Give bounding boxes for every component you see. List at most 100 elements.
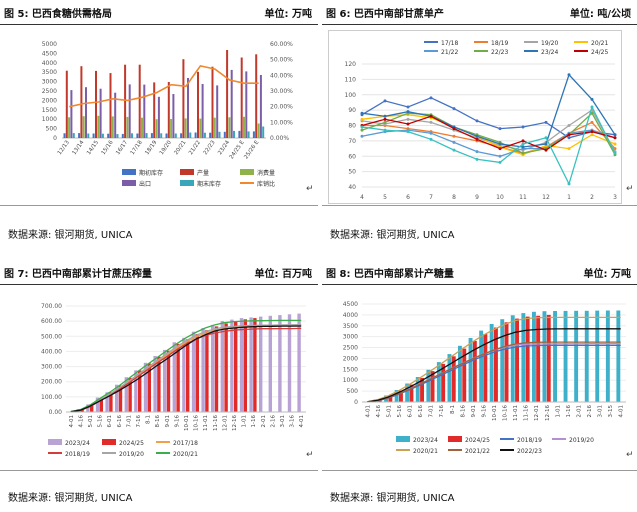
legend-label: 22/23 xyxy=(491,49,508,56)
bar xyxy=(78,133,81,138)
x-tick-label: 3-15 xyxy=(608,405,614,418)
chart-source: 数据来源: 银河期货, UNICA xyxy=(8,230,133,241)
legend-swatch xyxy=(48,439,62,445)
y-tick-label: 100.00 xyxy=(41,394,62,401)
bar xyxy=(441,363,446,402)
legend-label: 产量 xyxy=(197,169,209,177)
bar xyxy=(138,64,141,138)
data-point xyxy=(360,125,364,129)
bar xyxy=(525,316,530,402)
bar xyxy=(462,348,467,402)
x-tick-label: 9-01 xyxy=(471,405,477,417)
bar xyxy=(145,133,148,138)
y-tick-label: 4500 xyxy=(42,50,57,57)
series-line xyxy=(367,328,621,403)
header-rule xyxy=(322,284,637,285)
data-point xyxy=(521,125,525,129)
data-point xyxy=(360,128,364,132)
bar xyxy=(167,82,170,138)
y2-tick-label: 20.00% xyxy=(270,104,293,111)
series-line xyxy=(70,325,302,413)
series-line xyxy=(70,319,302,413)
panel-header: 图 5: 巴西食糖供需格局 单位: 万吨 xyxy=(0,0,318,24)
bar xyxy=(436,362,441,402)
bar xyxy=(160,133,163,138)
x-tick-label: 7-16 xyxy=(136,415,142,428)
header-rule xyxy=(0,24,318,25)
chart-panel-cane-yield: 图 6: 巴西中南部甘蔗单产 单位: 吨/公顷 40 50 60 70 80 90 100 1… xyxy=(322,0,637,256)
bar xyxy=(174,133,177,138)
bar xyxy=(233,130,235,138)
panel-header: 图 6: 巴西中南部甘蔗单产 单位: 吨/公顷 xyxy=(322,0,637,24)
data-point xyxy=(475,134,479,138)
bar xyxy=(483,334,488,402)
legend-swatch xyxy=(122,180,136,186)
x-tick-label: 23/24 xyxy=(217,139,231,156)
bar xyxy=(105,392,109,412)
bar xyxy=(157,356,161,412)
x-tick-label: 8-16 xyxy=(460,405,466,418)
data-point xyxy=(590,97,594,101)
bar xyxy=(605,310,610,402)
bar xyxy=(238,130,241,138)
bar xyxy=(394,390,399,402)
bar xyxy=(584,310,589,402)
data-point xyxy=(429,120,433,124)
legend-label: 18/19 xyxy=(491,40,508,47)
x-tick-label: 2-16 xyxy=(270,415,276,428)
y-tick-label: 4500 xyxy=(343,301,358,308)
x-tick-label: 10-16 xyxy=(194,415,200,431)
bar xyxy=(201,328,205,412)
data-point xyxy=(406,110,410,114)
bar xyxy=(230,319,234,412)
data-point xyxy=(567,147,571,151)
x-tick-label: 12-16 xyxy=(232,415,238,431)
bar xyxy=(468,338,473,402)
x-tick-label: 2-16 xyxy=(587,405,593,418)
bar xyxy=(163,349,167,412)
bar xyxy=(268,315,272,412)
y-tick-label: 0 xyxy=(53,135,57,142)
bar xyxy=(111,116,114,138)
x-tick-label: 7-01 xyxy=(126,415,132,427)
bar xyxy=(249,317,253,412)
source-rule xyxy=(0,205,318,206)
bar xyxy=(182,337,186,412)
data-point xyxy=(590,130,594,134)
data-point xyxy=(521,142,525,146)
bar xyxy=(170,119,173,138)
bar xyxy=(218,131,221,138)
series-line xyxy=(361,97,616,139)
x-tick-label: 8-1 xyxy=(146,415,152,424)
x-tick-label: 4-01 xyxy=(69,415,75,427)
data-point xyxy=(383,120,387,124)
chart-title: 图 6: 巴西中南部甘蔗单产 xyxy=(326,8,444,20)
bar xyxy=(430,371,435,402)
bar xyxy=(243,116,245,138)
x-tick-label: 2-01 xyxy=(576,405,582,417)
bar xyxy=(109,73,112,138)
legend-label: 2024/25 xyxy=(119,440,144,447)
y-tick-label: 500 xyxy=(46,126,58,133)
legend-label: 期末库存 xyxy=(197,180,221,188)
bar xyxy=(426,369,431,402)
bar xyxy=(65,70,68,138)
data-point xyxy=(406,130,410,134)
data-point xyxy=(590,133,594,137)
bar xyxy=(166,350,171,412)
bar xyxy=(472,341,477,402)
bar xyxy=(63,133,66,138)
data-point xyxy=(613,151,617,155)
bar xyxy=(187,78,189,138)
chart-source: 数据来源: 银河期货, UNICA xyxy=(330,493,455,504)
legend-label: 20/21 xyxy=(591,40,608,47)
bar xyxy=(186,339,190,412)
y-tick-label: 2000 xyxy=(343,355,358,362)
bar xyxy=(213,117,216,138)
data-point xyxy=(360,134,364,138)
series-line xyxy=(361,73,616,148)
x-tick-label: 6-16 xyxy=(117,415,123,428)
data-point xyxy=(544,148,548,152)
data-point xyxy=(567,182,571,186)
x-tick-label: 6 xyxy=(406,194,410,201)
